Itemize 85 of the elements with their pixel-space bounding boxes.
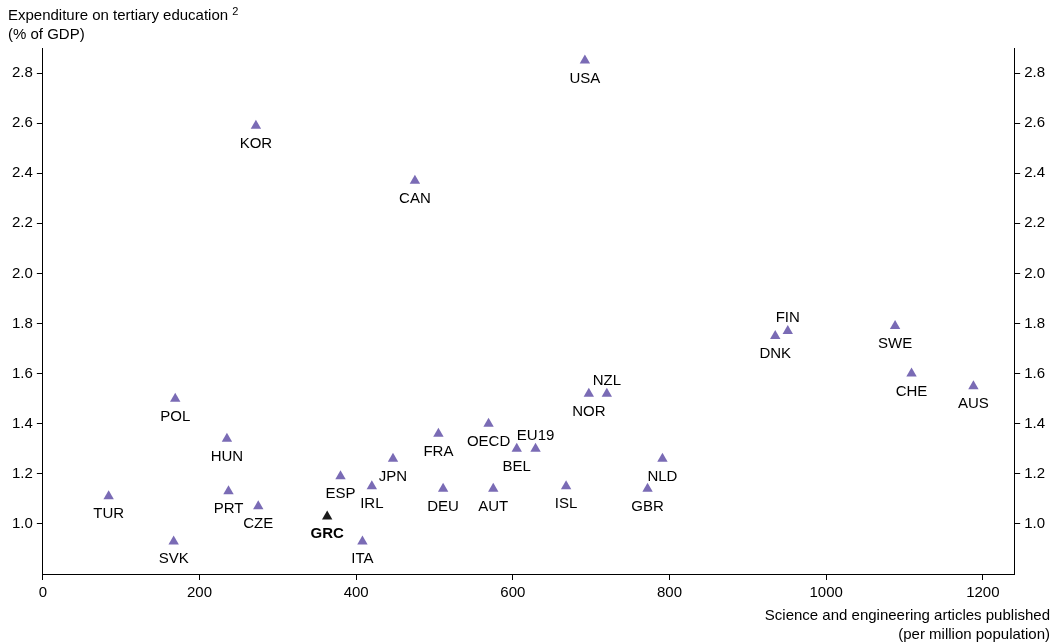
point bbox=[223, 485, 234, 495]
point bbox=[170, 392, 181, 402]
annotation: SVK bbox=[158, 549, 189, 567]
annotation: AUS bbox=[958, 394, 989, 412]
point bbox=[511, 442, 522, 452]
x-tick-label: 1200 bbox=[966, 583, 1000, 601]
annotation: CZE bbox=[243, 514, 274, 532]
point bbox=[433, 427, 444, 437]
y2-tick-label: 1.6 bbox=[1024, 363, 1046, 381]
y2-tick-label: 2.6 bbox=[1024, 113, 1046, 131]
annotation: JPN bbox=[378, 466, 408, 484]
y-tick-label: 1.2 bbox=[11, 463, 33, 481]
point bbox=[221, 432, 233, 442]
point bbox=[657, 452, 668, 462]
y-tick-label: 2.0 bbox=[11, 263, 33, 281]
annotation: PRT bbox=[213, 499, 244, 517]
x-tick-label: 800 bbox=[656, 583, 683, 601]
x-tick-label: 1000 bbox=[809, 583, 843, 601]
annotation: TUR bbox=[93, 504, 125, 522]
y2-tick-label: 2.2 bbox=[1024, 213, 1046, 231]
point bbox=[642, 482, 653, 492]
x-tick-label: 0 bbox=[38, 583, 48, 601]
annotation: GBR bbox=[631, 496, 664, 514]
annotation: FIN bbox=[775, 308, 800, 326]
point bbox=[250, 119, 262, 129]
point bbox=[560, 480, 572, 490]
x-tick-label: 400 bbox=[343, 583, 369, 601]
y-tick-label: 1.4 bbox=[11, 413, 33, 431]
annotation: DNK bbox=[759, 344, 792, 362]
point bbox=[530, 442, 541, 452]
point bbox=[583, 387, 595, 397]
y2-tick-label: 1.0 bbox=[1024, 514, 1046, 532]
point bbox=[782, 325, 793, 335]
annotation: DEU bbox=[427, 496, 459, 514]
annotation: ITA bbox=[351, 549, 374, 567]
annotation: BEL bbox=[502, 456, 531, 474]
point bbox=[387, 452, 399, 462]
annotation: NOR bbox=[572, 401, 606, 419]
annotation: AUT bbox=[478, 496, 509, 514]
y-tick-label: 2.2 bbox=[11, 213, 33, 231]
point bbox=[488, 482, 499, 492]
annotation: OECD bbox=[466, 431, 511, 449]
point bbox=[335, 470, 346, 480]
annotation: CHE bbox=[895, 381, 928, 399]
point bbox=[322, 510, 333, 520]
x-axis-title: Science and engineering articles published (per million population) bbox=[764, 606, 1051, 642]
point bbox=[437, 482, 449, 492]
y-tick-label: 2.6 bbox=[11, 113, 33, 131]
y2-tick-label: 1.8 bbox=[1024, 313, 1046, 331]
y-tick-label: 2.4 bbox=[11, 163, 33, 181]
text: Expenditure on tertiary education 2 (% of GDP) bbox=[8, 5, 239, 42]
point bbox=[601, 387, 613, 397]
point bbox=[366, 480, 378, 490]
annotation: IRL bbox=[360, 494, 384, 512]
annotation: HUN bbox=[210, 446, 244, 464]
y2-tick-label: 2.4 bbox=[1024, 163, 1046, 181]
point bbox=[968, 380, 979, 390]
annotation: FRA bbox=[423, 441, 454, 459]
annotation: POL bbox=[160, 406, 191, 424]
x-tick-label: 200 bbox=[187, 583, 213, 601]
annotation: SWE bbox=[878, 334, 913, 352]
point bbox=[483, 417, 494, 427]
annotation: EU19 bbox=[516, 425, 555, 443]
y2-tick-label: 2.8 bbox=[1024, 63, 1046, 81]
annotation: ISL bbox=[554, 494, 578, 512]
annotation: GRC bbox=[310, 524, 345, 542]
annotation: NLD bbox=[647, 466, 678, 484]
point bbox=[906, 367, 917, 377]
y2-tick-label: 1.4 bbox=[1024, 413, 1046, 431]
y-tick-label: 1.0 bbox=[11, 514, 33, 532]
annotation: NZL bbox=[592, 370, 622, 388]
y-tick-label: 1.8 bbox=[11, 313, 33, 331]
annotation: CAN bbox=[399, 188, 431, 206]
point bbox=[889, 320, 901, 330]
annotation: USA bbox=[569, 68, 601, 86]
y-tick-label: 1.6 bbox=[11, 363, 33, 381]
annotation: KOR bbox=[239, 133, 273, 151]
x-tick-label: 600 bbox=[500, 583, 526, 601]
annotation: ESP bbox=[325, 484, 356, 502]
point bbox=[770, 330, 781, 340]
point bbox=[409, 174, 421, 184]
y-tick-label: 2.8 bbox=[11, 63, 33, 81]
y2-tick-label: 2.0 bbox=[1024, 263, 1046, 281]
point bbox=[579, 54, 591, 64]
y2-tick-label: 1.2 bbox=[1024, 463, 1046, 481]
